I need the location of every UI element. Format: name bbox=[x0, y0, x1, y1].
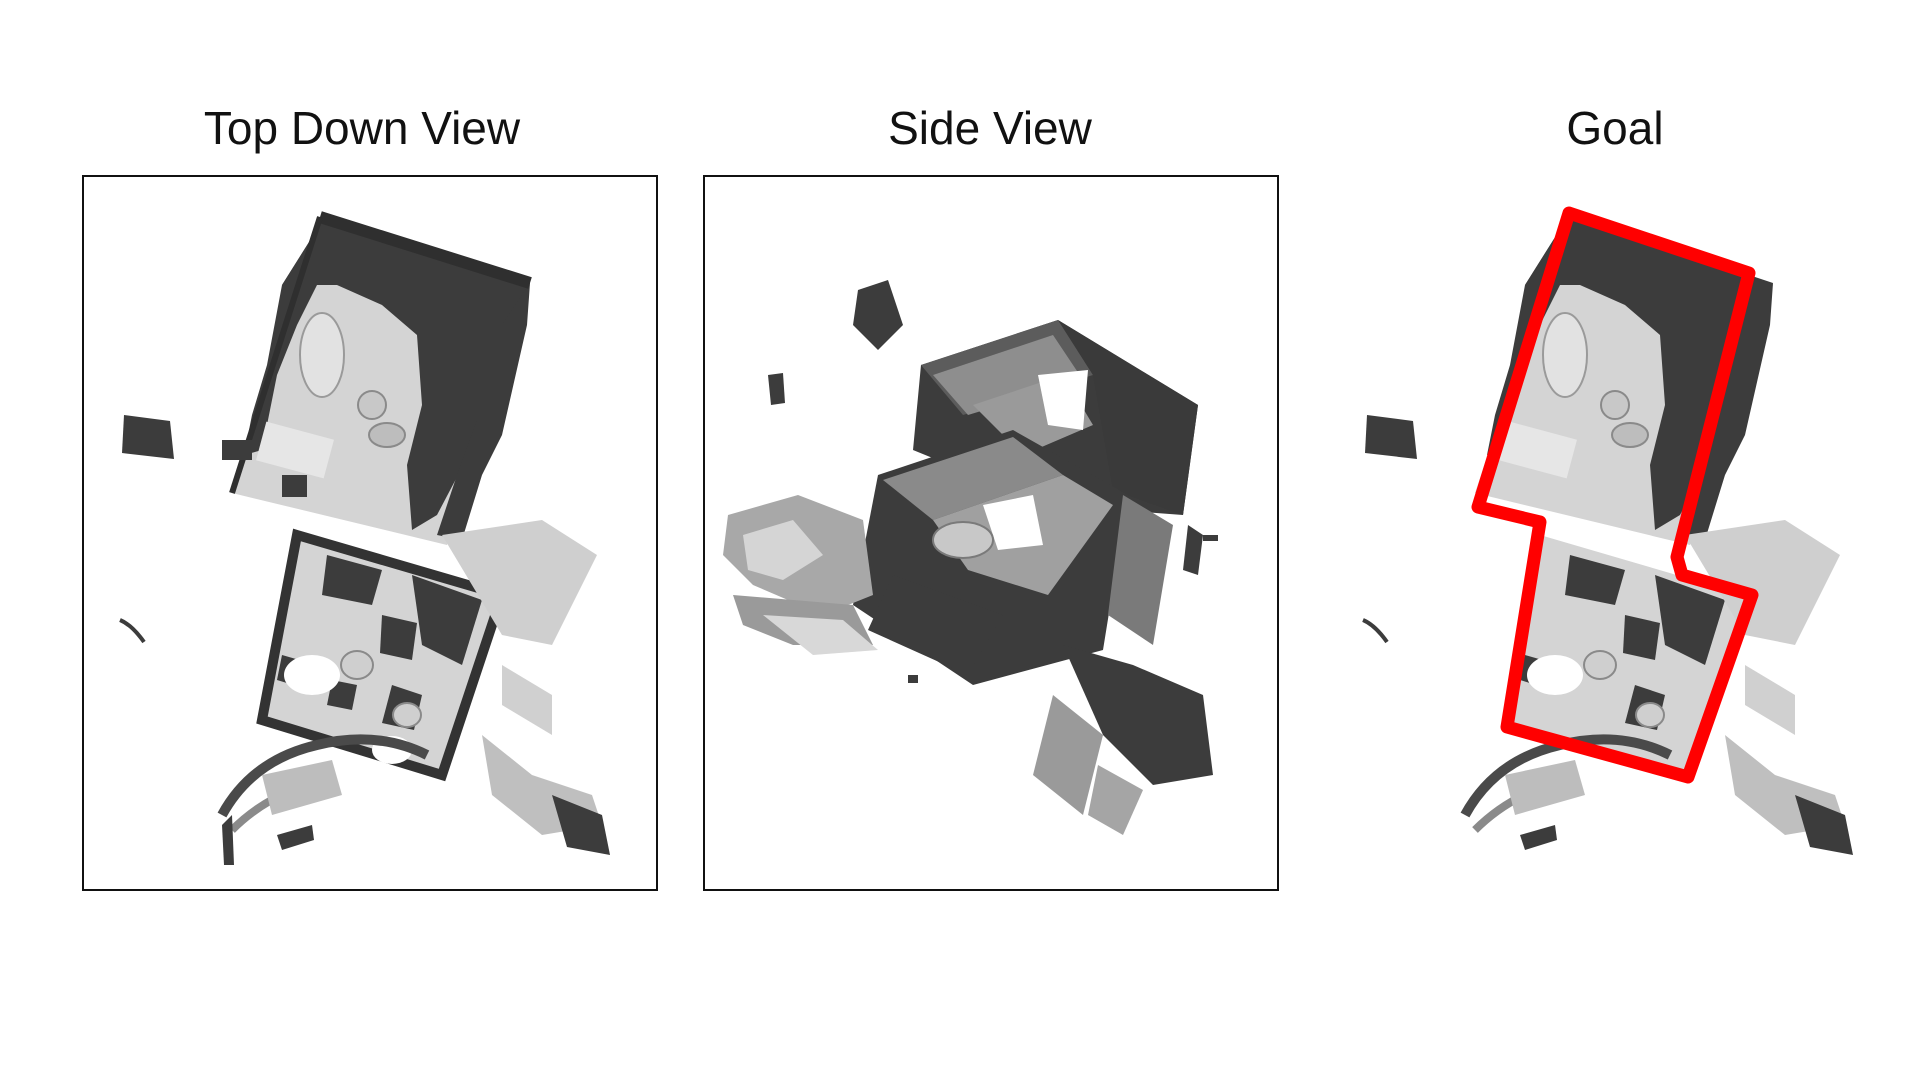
top-down-view bbox=[82, 175, 662, 895]
panel-title-goal: Goal bbox=[1566, 102, 1664, 154]
panel-title-top-down: Top Down View bbox=[203, 102, 521, 154]
top-down-scan bbox=[119, 211, 610, 865]
side-view bbox=[703, 175, 1283, 895]
goal-view bbox=[1325, 175, 1905, 895]
panel-title-side: Side View bbox=[888, 102, 1092, 154]
goal-outline bbox=[1471, 206, 1759, 784]
side-scan bbox=[723, 280, 1218, 835]
